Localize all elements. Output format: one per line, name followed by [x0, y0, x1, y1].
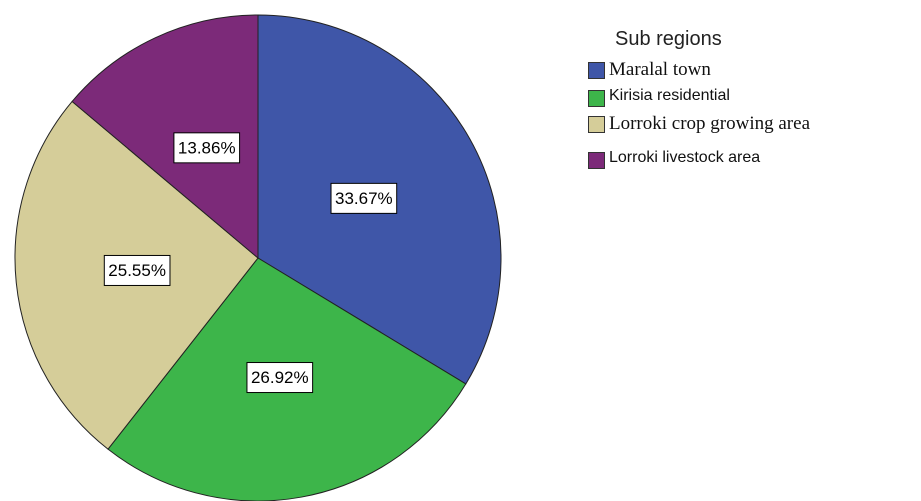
legend: Sub regions Maralal town Kirisia resident… [588, 28, 921, 175]
legend-label: Lorroki livestock area [609, 149, 761, 166]
value-label-box [246, 362, 314, 394]
value-label: 26.92% [251, 368, 309, 387]
pie-slice [71, 14, 259, 260]
legend-swatch [588, 116, 605, 133]
legend-swatch [588, 62, 605, 79]
legend-entry: Lorroki livestock area [588, 149, 921, 169]
legend-entry: Lorroki crop growing area [588, 113, 921, 135]
value-label-box [330, 182, 398, 214]
legend-label: Maralal town [609, 59, 711, 80]
legend-swatch [588, 90, 605, 107]
value-label: 13.86% [178, 138, 236, 157]
value-label: 25.55% [108, 261, 166, 280]
legend-title: Sub regions [615, 28, 722, 50]
legend-entry: Maralal town [588, 59, 921, 81]
legend-swatch [588, 152, 605, 169]
value-label-box [173, 132, 241, 164]
value-label-box [103, 254, 171, 286]
legend-label: Kirisia residential [609, 87, 730, 104]
legend-label: Lorroki crop growing area [609, 113, 811, 134]
legend-entry: Kirisia residential [588, 87, 921, 107]
value-label: 33.67% [335, 189, 393, 208]
